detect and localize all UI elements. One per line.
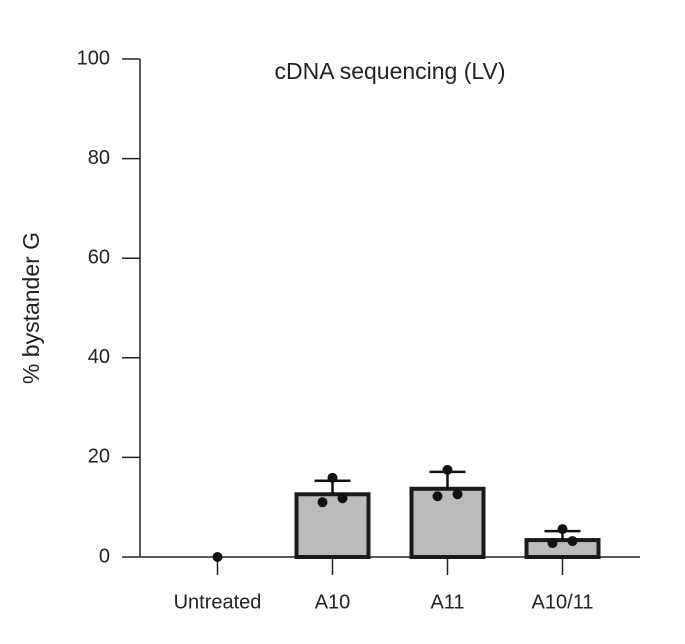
bar (409, 486, 486, 559)
y-tick-label: 60 (88, 246, 110, 268)
x-tick-label: A10 (315, 591, 351, 613)
data-point (557, 524, 568, 535)
data-point (547, 538, 558, 549)
y-tick-label: 0 (99, 545, 110, 567)
data-point (212, 552, 223, 562)
data-point (567, 536, 578, 547)
data-point (442, 464, 453, 475)
data-point (317, 497, 328, 508)
y-tick-label: 20 (88, 446, 110, 468)
x-tick-label: A10/11 (532, 591, 594, 613)
data-point (452, 489, 463, 500)
chart-title: cDNA sequencing (LV) (275, 58, 506, 84)
y-tick-label: 100 (77, 47, 110, 69)
data-point (337, 493, 348, 504)
bar (524, 538, 601, 559)
bar (294, 492, 371, 560)
x-tick-label: A11 (430, 591, 464, 613)
y-tick-label: 40 (88, 346, 110, 368)
y-tick-label: 80 (88, 147, 110, 169)
data-point (432, 491, 443, 502)
y-axis-label: % bystander G (18, 232, 44, 384)
data-point (327, 472, 338, 483)
x-tick-label: Untreated (174, 591, 262, 613)
